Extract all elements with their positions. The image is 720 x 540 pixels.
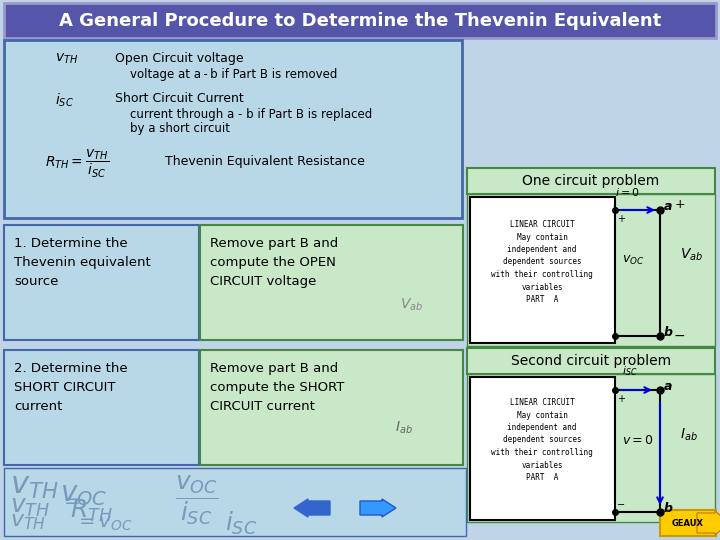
Text: $v_{TH}$: $v_{TH}$ — [10, 495, 50, 519]
Text: 2. Determine the
SHORT CIRCUIT
current: 2. Determine the SHORT CIRCUIT current — [14, 362, 127, 413]
Text: $v_{TH}$: $v_{TH}$ — [10, 512, 46, 532]
Text: 1. Determine the
Thevenin equivalent
source: 1. Determine the Thevenin equivalent sou… — [14, 237, 150, 288]
Text: +: + — [617, 394, 625, 404]
Bar — [4, 40, 462, 218]
Text: $I_{ab}$: $I_{ab}$ — [395, 420, 413, 436]
Text: +: + — [617, 214, 625, 224]
Bar — [200, 225, 463, 340]
Text: $v_{TH}$: $v_{TH}$ — [10, 472, 58, 501]
FancyArrow shape — [697, 511, 720, 535]
Text: One circuit problem: One circuit problem — [523, 174, 660, 188]
Text: voltage at a - b if Part B is removed: voltage at a - b if Part B is removed — [130, 68, 338, 81]
Text: b: b — [664, 502, 673, 515]
Text: −: − — [617, 500, 625, 510]
Text: A General Procedure to Determine the Thevenin Equivalent: A General Procedure to Determine the The… — [59, 11, 661, 30]
Bar — [660, 510, 716, 536]
Text: $I_{ab}$: $I_{ab}$ — [680, 427, 698, 443]
Bar — [4, 3, 716, 38]
FancyArrow shape — [294, 499, 330, 517]
Text: $= v_{OC}$: $= v_{OC}$ — [75, 514, 132, 533]
Bar — [470, 377, 615, 520]
Text: $V_{ab}$: $V_{ab}$ — [680, 247, 703, 263]
FancyArrow shape — [360, 499, 396, 517]
Text: $v_{OC}$: $v_{OC}$ — [60, 480, 107, 508]
Text: Remove part B and
compute the OPEN
CIRCUIT voltage: Remove part B and compute the OPEN CIRCU… — [210, 237, 338, 288]
Bar — [467, 194, 715, 346]
Bar — [4, 225, 199, 340]
Text: $i=0$: $i=0$ — [616, 186, 641, 198]
Bar — [200, 350, 463, 465]
Text: Short Circuit Current: Short Circuit Current — [115, 92, 244, 105]
Text: $i_{SC}$: $i_{SC}$ — [55, 92, 74, 110]
Bar — [467, 374, 715, 522]
Text: a: a — [664, 380, 672, 393]
Text: current through a - b if Part B is replaced: current through a - b if Part B is repla… — [130, 108, 372, 121]
Text: $V_{ab}$: $V_{ab}$ — [400, 297, 423, 313]
Bar — [470, 197, 615, 343]
Bar — [467, 168, 715, 194]
Text: LINEAR CIRCUIT
May contain
independent and
dependent sources
with their controll: LINEAR CIRCUIT May contain independent a… — [491, 398, 593, 482]
Text: b: b — [664, 326, 673, 339]
Text: Thevenin Equivalent Resistance: Thevenin Equivalent Resistance — [165, 155, 365, 168]
Text: by a short circuit: by a short circuit — [130, 122, 230, 135]
Text: Open Circuit voltage: Open Circuit voltage — [115, 52, 243, 65]
Text: −: − — [674, 329, 685, 343]
Text: $=$: $=$ — [60, 490, 80, 509]
Bar — [4, 350, 199, 465]
Text: $v_{OC}$: $v_{OC}$ — [622, 253, 644, 267]
Text: GEAUX: GEAUX — [672, 518, 704, 528]
Text: Second circuit problem: Second circuit problem — [511, 354, 671, 368]
Bar — [467, 348, 715, 374]
Text: $R_{TH}=\dfrac{v_{TH}}{i_{SC}}$: $R_{TH}=\dfrac{v_{TH}}{i_{SC}}$ — [45, 148, 109, 180]
Bar — [4, 3, 716, 38]
Text: LINEAR CIRCUIT
May contain
independent and
dependent sources
with their controll: LINEAR CIRCUIT May contain independent a… — [491, 220, 593, 304]
Bar — [4, 468, 466, 536]
Text: $i_{SC}$: $i_{SC}$ — [225, 510, 257, 537]
Text: a: a — [664, 199, 672, 213]
Text: $v_{TH}$: $v_{TH}$ — [55, 52, 78, 66]
Text: $R_{TH}$: $R_{TH}$ — [70, 498, 113, 524]
Text: $i_{SC}$: $i_{SC}$ — [622, 364, 638, 378]
Text: Remove part B and
compute the SHORT
CIRCUIT current: Remove part B and compute the SHORT CIRC… — [210, 362, 344, 413]
Text: $v=0$: $v=0$ — [622, 434, 654, 447]
Text: +: + — [675, 198, 685, 211]
Text: $\dfrac{v_{OC}}{i_{SC}}$: $\dfrac{v_{OC}}{i_{SC}}$ — [175, 474, 218, 527]
